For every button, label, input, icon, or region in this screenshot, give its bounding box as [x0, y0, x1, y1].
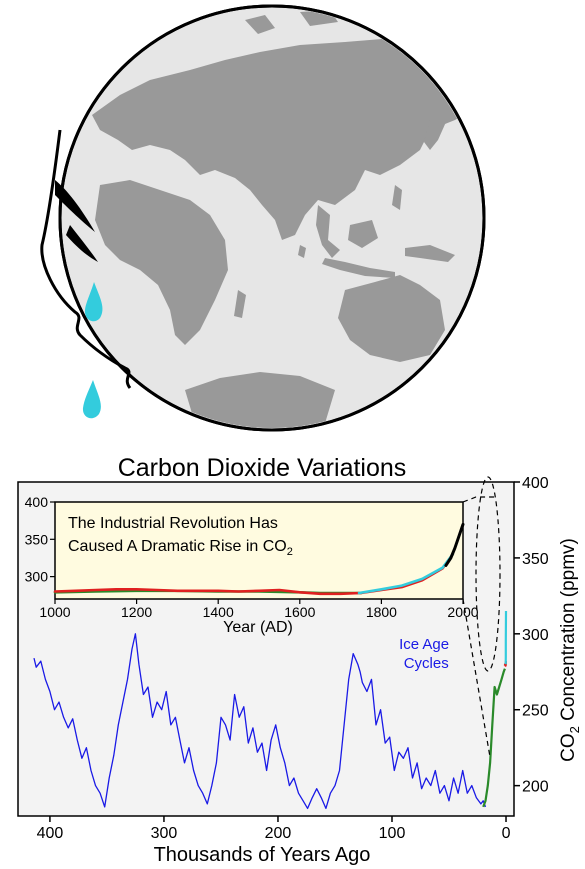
y-axis-label: CO2 Concentration (ppmv) [558, 538, 582, 762]
zoom-connector [462, 476, 501, 758]
globe-icon [58, 4, 486, 432]
main-y-axis: 200 250 300 350 400 [514, 475, 549, 796]
tear-drop-icon [84, 282, 103, 322]
main-x-tick-label: 100 [379, 825, 406, 842]
inset-x-tick-label: 1400 [203, 604, 234, 620]
inset-y-tick-label: 400 [25, 494, 49, 510]
chart-title: Carbon Dioxide Variations [118, 454, 407, 482]
inset-x-tick-label: 1600 [284, 604, 315, 620]
inset-y-tick-label: 350 [25, 531, 49, 547]
landmass-group [92, 10, 480, 428]
inset-x-axis: 1000 1200 1400 1600 1800 2000 [39, 599, 479, 620]
main-x-tick-label: 400 [37, 825, 64, 842]
inset-y-axis: 300 350 400 [25, 494, 55, 585]
main-y-tick-label: 200 [522, 779, 549, 796]
main-y-tick-label: 350 [522, 551, 549, 568]
australia-landmass [338, 275, 445, 362]
inset-annotation: The Industrial Revolution Has Caused A D… [68, 515, 293, 558]
inset-x-tick-label: 1200 [121, 604, 152, 620]
x-axis-label: Thousands of Years Ago [154, 844, 371, 866]
main-y-tick-label: 400 [522, 475, 549, 492]
main-x-tick-label: 200 [265, 825, 292, 842]
arctic-islands-landmass [245, 15, 275, 34]
inset-series-line-2 [357, 552, 455, 595]
inset-x-tick-label: 2000 [447, 604, 478, 620]
europe-asia-landmass [92, 38, 480, 240]
inset-series-group [53, 522, 465, 596]
main-y-tick-label: 300 [522, 627, 549, 644]
ice-age-annotation: Ice Age Cycles [399, 636, 453, 672]
southeast-asia-landmass [316, 205, 340, 258]
japan-landmass [424, 110, 446, 150]
main-x-axis: 400 300 200 100 0 [37, 816, 511, 842]
inset-series-line-3 [444, 522, 465, 567]
tear-drop-icon [82, 380, 101, 419]
main-x-tick-label: 300 [151, 825, 178, 842]
africa-landmass [95, 180, 228, 345]
main-y-tick-label: 250 [522, 703, 549, 720]
crying-face-icon [40, 129, 132, 389]
philippines-landmass [392, 185, 402, 210]
borneo-landmass [348, 220, 378, 248]
new-guinea-landmass [405, 245, 455, 262]
inset-x-tick-label: 1800 [366, 604, 397, 620]
main-series-line-1 [482, 668, 506, 808]
main-series-group [33, 610, 508, 810]
sumatra-java-landmass [322, 258, 395, 278]
inset-y-tick-label: 300 [25, 569, 49, 585]
inset-x-tick-label: 1000 [39, 604, 70, 620]
main-x-tick-label: 0 [502, 825, 511, 842]
madagascar-landmass [234, 290, 246, 318]
inset-x-axis-label: Year (AD) [223, 619, 293, 636]
main-series-line-0 [33, 633, 487, 810]
inset-plot-area [54, 501, 464, 600]
sri-lanka-landmass [298, 245, 306, 258]
